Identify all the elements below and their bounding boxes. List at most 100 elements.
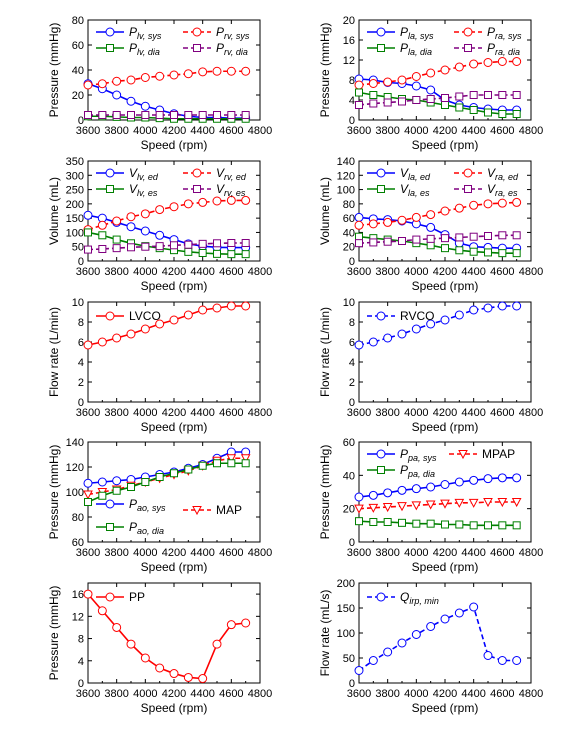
data-point	[498, 521, 507, 530]
data-point	[468, 498, 479, 508]
data-point	[155, 205, 165, 215]
y-tick-label: 100	[66, 227, 84, 239]
chart-panel-3: 3600 3800 4000 4200 4400 4600 4800 0 50 100 150 200…	[47, 156, 272, 293]
y-tick-label: 16	[72, 589, 84, 601]
series-pp	[83, 589, 251, 684]
data-point	[184, 465, 193, 474]
x-tick-label: 4200	[433, 407, 457, 419]
y-axis-title: Pressure (mmHg)	[47, 586, 61, 681]
legend-label: RVCO	[400, 309, 434, 323]
series-line	[358, 477, 517, 498]
data-point	[183, 310, 193, 320]
legend-subscript: pa, sys	[407, 453, 437, 463]
y-axis-title: Flow rate (mL/s)	[318, 590, 332, 677]
data-point	[355, 101, 363, 109]
legend-subscript: lv, ed	[137, 172, 159, 182]
x-tick-label: 3800	[104, 266, 128, 278]
series-line	[87, 231, 246, 255]
series-p-ao-dia	[84, 459, 250, 506]
legend-marker	[464, 185, 472, 193]
data-point	[141, 111, 150, 119]
legend-marker	[192, 506, 202, 516]
data-point	[112, 476, 122, 486]
data-point	[441, 234, 449, 243]
data-point	[140, 73, 150, 82]
legend-name: P	[129, 497, 137, 511]
y-axis-title: Pressure (mmHg)	[318, 445, 332, 540]
data-point	[354, 666, 364, 675]
y-axis-title: Volume (mL)	[318, 177, 332, 245]
legend-label: Vla, es	[400, 182, 430, 198]
x-tick-label: 3600	[347, 125, 371, 137]
data-point	[240, 454, 251, 464]
data-point	[426, 85, 436, 95]
y-tick-label: 8	[78, 634, 84, 646]
x-tick-label: 3800	[104, 547, 128, 559]
data-point	[212, 303, 222, 313]
y-tick-label: 10	[343, 297, 355, 309]
data-point	[198, 674, 208, 684]
series-line	[358, 605, 517, 672]
legend-name: V	[216, 182, 225, 196]
data-point	[440, 499, 450, 509]
data-point	[198, 67, 208, 77]
data-point	[83, 478, 93, 488]
data-point	[83, 80, 93, 90]
y-tick-label: 40	[343, 227, 355, 239]
y-tick-label: 0	[78, 397, 84, 409]
x-axis-title: Speed (rpm)	[412, 279, 479, 293]
data-point	[512, 473, 522, 483]
x-tick-label: 3800	[375, 266, 399, 278]
x-tick-label: 4600	[490, 407, 514, 419]
data-point	[226, 620, 236, 630]
data-point	[198, 239, 207, 248]
x-tick-label: 4400	[461, 125, 485, 137]
data-point	[511, 498, 522, 508]
x-tick-label: 4400	[190, 688, 214, 700]
series-p-ra-sys	[354, 57, 522, 90]
x-tick-label: 4800	[519, 266, 543, 278]
y-tick-label: 0	[349, 115, 355, 127]
legend-marker	[193, 185, 201, 193]
data-point	[97, 79, 107, 89]
data-point	[112, 76, 122, 86]
data-point	[140, 324, 150, 334]
y-tick-label: 4	[349, 357, 355, 369]
data-point	[355, 517, 363, 526]
x-tick-label: 4200	[162, 125, 186, 137]
data-point	[498, 91, 507, 99]
data-point	[411, 630, 421, 639]
data-point	[112, 90, 122, 100]
x-tick-label: 4000	[404, 688, 428, 700]
data-point	[426, 210, 436, 220]
legend-marker	[376, 27, 386, 37]
legend-label: Prv, dia	[216, 41, 248, 57]
data-point	[213, 459, 221, 468]
legend-subscript: rv, dia	[224, 47, 248, 57]
series-v-rv-ed	[83, 195, 251, 235]
data-point	[512, 301, 522, 311]
data-point	[441, 244, 449, 253]
legend-name: V	[129, 182, 138, 196]
y-tick-label: 40	[72, 65, 84, 77]
data-point	[112, 333, 122, 343]
data-point	[411, 501, 422, 511]
data-point	[127, 243, 135, 252]
y-tick-label: 6	[78, 337, 84, 349]
data-point	[98, 491, 107, 500]
data-point	[155, 473, 164, 481]
data-point	[397, 502, 407, 512]
x-tick-label: 4600	[219, 547, 243, 559]
data-point	[112, 216, 122, 226]
data-point	[126, 329, 136, 339]
legend-marker	[106, 185, 114, 193]
x-axis-title: Speed (rpm)	[141, 279, 208, 293]
data-point	[426, 95, 435, 103]
data-point	[397, 485, 407, 495]
y-tick-label: 8	[349, 75, 355, 87]
legend-marker	[105, 311, 115, 321]
legend-marker	[105, 168, 115, 178]
x-tick-label: 4200	[433, 125, 457, 137]
legend-name: V	[400, 182, 409, 196]
x-tick-label: 4000	[133, 266, 157, 278]
